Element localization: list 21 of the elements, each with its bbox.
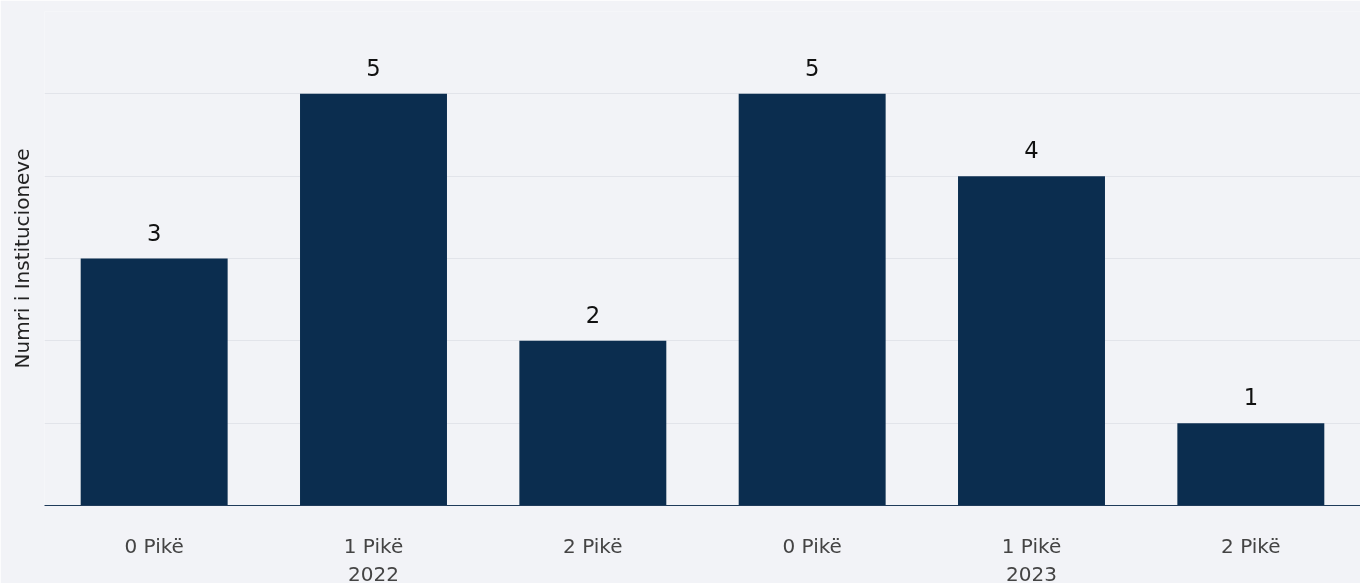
x-tick-label: 2 Pikë — [1221, 533, 1281, 558]
bar — [300, 93, 447, 506]
bar — [958, 176, 1105, 506]
text: 2023 — [1006, 561, 1057, 583]
data-label: 5 — [366, 54, 381, 81]
x-tick-label: 0 Pikë — [124, 533, 184, 558]
x-tick-label: 1 Pikë — [343, 533, 404, 558]
data-label: 5 — [804, 54, 820, 81]
bar — [738, 93, 886, 506]
x-tick-label: 0 Pikë — [782, 533, 842, 558]
text: 2022 — [348, 561, 399, 583]
data-label: 1 — [1243, 384, 1259, 411]
bar — [80, 258, 228, 506]
x-tick-label: 1 Pikë — [1001, 533, 1062, 558]
bar — [1177, 423, 1325, 506]
data-label: 3 — [146, 219, 162, 246]
y-axis-title: Numri i Institucioneve — [9, 148, 34, 369]
data-label: 4 — [1024, 137, 1039, 164]
x-tick-label: 2 Pikë — [563, 533, 623, 558]
bar — [519, 340, 667, 506]
data-label: 2 — [585, 301, 601, 328]
